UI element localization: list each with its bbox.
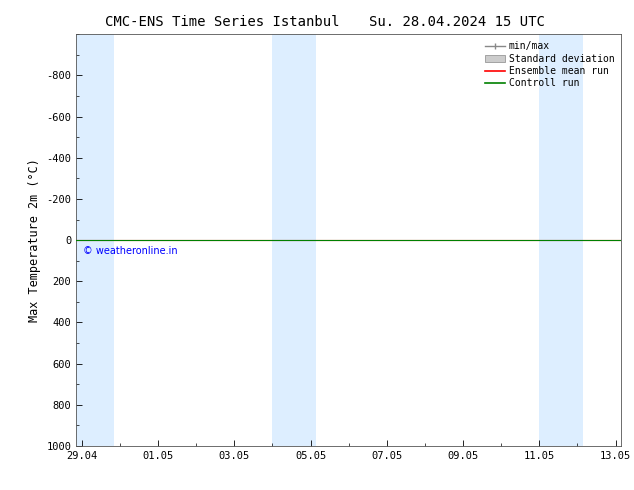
Text: CMC-ENS Time Series Istanbul: CMC-ENS Time Series Istanbul xyxy=(105,15,339,29)
Bar xyxy=(76,34,114,446)
Bar xyxy=(273,34,316,446)
Text: Su. 28.04.2024 15 UTC: Su. 28.04.2024 15 UTC xyxy=(368,15,545,29)
Text: © weatheronline.in: © weatheronline.in xyxy=(82,246,177,256)
Legend: min/max, Standard deviation, Ensemble mean run, Controll run: min/max, Standard deviation, Ensemble me… xyxy=(484,39,616,90)
Bar xyxy=(540,34,583,446)
Y-axis label: Max Temperature 2m (°C): Max Temperature 2m (°C) xyxy=(28,158,41,322)
